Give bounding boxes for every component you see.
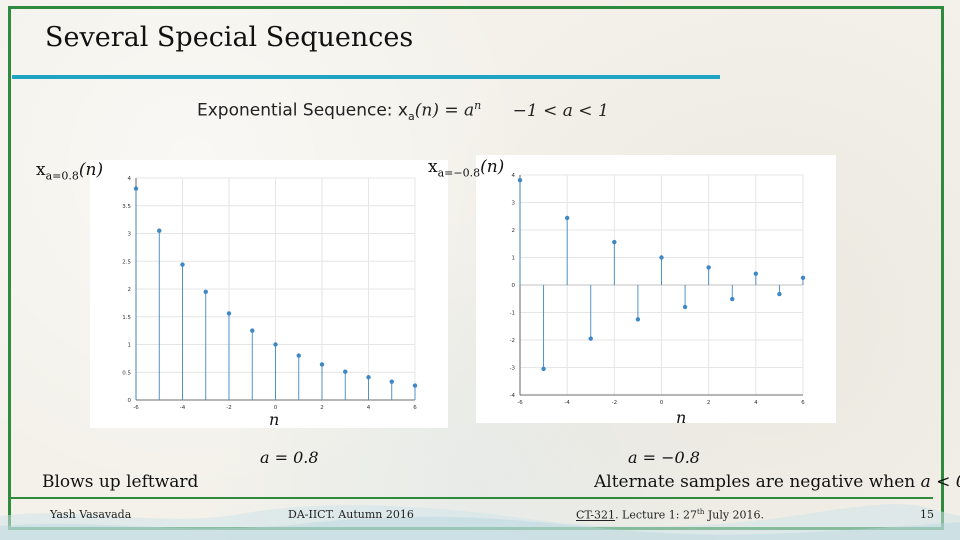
stem-point [612,239,617,245]
x-tick-label: -6 [517,400,523,406]
footer-lecture-suffix: July 2016. [704,508,765,522]
right-plot-param: a = −0.8 [628,448,700,467]
footer-divider [11,497,933,499]
x-tick-label: 2 [707,400,711,406]
stem-point [343,369,348,374]
stem-point [203,289,208,294]
y-tick-label: 3 [512,201,516,207]
footer-author: Yash Vasavada [50,508,132,521]
stem-point [730,296,735,302]
subtitle-x: x [397,100,408,121]
stem-point [541,366,546,372]
right-plot-panel: -6 -4 -2 0 2 4 6 -4 -3 -2 -1 0 1 2 3 4 [476,155,836,423]
y-tick-label: 2 [512,228,516,234]
footer-lecture-sup: th [697,508,705,516]
subtitle-expr: (n) = a [414,100,475,121]
x-tick-label: 0 [660,400,664,406]
stem-point [157,228,162,233]
footer-course-code: CT-321 [576,508,616,522]
left-ylabel-sub: a=0.8 [45,169,79,183]
subtitle-range: −1 < a < 1 [512,100,609,121]
stem-point [296,353,301,358]
y-tick-label: 4 [512,173,516,179]
x-tick-label: -4 [564,400,570,406]
right-ylabel-arg: (n) [480,157,505,177]
subtitle-sup: n [474,99,482,112]
slide-title: Several Special Sequences [45,22,414,53]
right-note-math: a < 0 [920,472,960,492]
stem-point [180,262,185,267]
x-tick-label: -2 [612,400,617,406]
y-tick-label: 1.5 [122,315,131,321]
left-plot-param: a = 0.8 [260,448,319,467]
x-tick-label: 4 [754,400,758,406]
y-tick-label: 1 [128,343,132,349]
x-tick-label: -6 [133,405,139,411]
right-ylabel-sub: a=−0.8 [437,166,481,180]
subtitle-sub: a [407,110,415,124]
right-plot-ylabel: xa=−0.8(n) [428,157,504,179]
y-tick-label: -1 [510,311,515,317]
stem-point [753,271,759,276]
slide-number: 15 [920,508,934,521]
right-ylabel-x: x [428,157,438,177]
x-tick-label: -4 [180,405,186,411]
y-tick-label: 3 [128,232,132,238]
stem-point [250,328,255,333]
stem-point [706,265,711,270]
y-tick-label: 2 [128,287,132,293]
y-tick-label: 0 [512,283,516,289]
y-tick-label: 1 [512,256,516,262]
x-tick-label: 6 [413,405,417,411]
y-tick-label: -2 [510,338,515,344]
left-stem-plot: -6 -4 -2 0 2 4 6 0 0.5 1 1.5 2 2.5 3 3.5 4 [122,176,418,411]
stem-point [588,336,593,341]
stem-point [682,304,688,310]
stem-point [226,311,232,316]
stem-point [412,383,418,388]
y-tick-label: 4 [128,176,132,182]
title-underline [12,75,720,79]
slide-subtitle: Exponential Sequence: xa(n) = an −1 < a … [197,99,609,123]
x-tick-label: 4 [367,405,371,411]
y-tick-label: 3.5 [122,204,131,210]
stem-point [389,379,394,384]
y-tick-label: -3 [510,366,516,372]
stem-point [659,255,664,260]
left-note: Blows up leftward [42,472,199,492]
x-tick-label: 0 [274,405,278,411]
y-tick-label: 2.5 [122,259,131,265]
y-tick-label: 0.5 [122,370,131,376]
footer-lecture: CT-321. Lecture 1: 27th July 2016. [576,508,764,522]
left-plot-ylabel: xa=0.8(n) [36,160,103,182]
stem-point [517,178,523,183]
subtitle-prefix: Exponential Sequence: [197,100,398,121]
footer-lecture-prefix: . Lecture 1: 27 [615,508,697,522]
stem-point [564,215,570,221]
stem-point [273,342,278,347]
stem-point [133,186,139,191]
y-tick-label: 0 [128,398,132,404]
right-plot-xlabel: n [676,408,687,427]
x-tick-label: -2 [226,405,231,411]
stem-point [777,291,782,297]
y-tick-label: -4 [510,393,516,399]
x-tick-label: 2 [320,405,324,411]
stem-point [635,317,641,322]
footer-course-term: DA-IICT. Autumn 2016 [288,508,414,521]
right-note: Alternate samples are negative when a < … [594,472,960,492]
stem-point [366,375,371,380]
stem-point [800,275,806,281]
left-plot-panel: -6 -4 -2 0 2 4 6 0 0.5 1 1.5 2 2.5 3 3.5 4 [90,160,448,428]
right-note-text: Alternate samples are negative when [594,472,921,492]
left-ylabel-arg: (n) [78,160,104,180]
stem-point [319,362,325,367]
x-tick-label: 6 [801,400,805,406]
left-ylabel-x: x [36,160,46,180]
left-plot-xlabel: n [269,410,280,429]
